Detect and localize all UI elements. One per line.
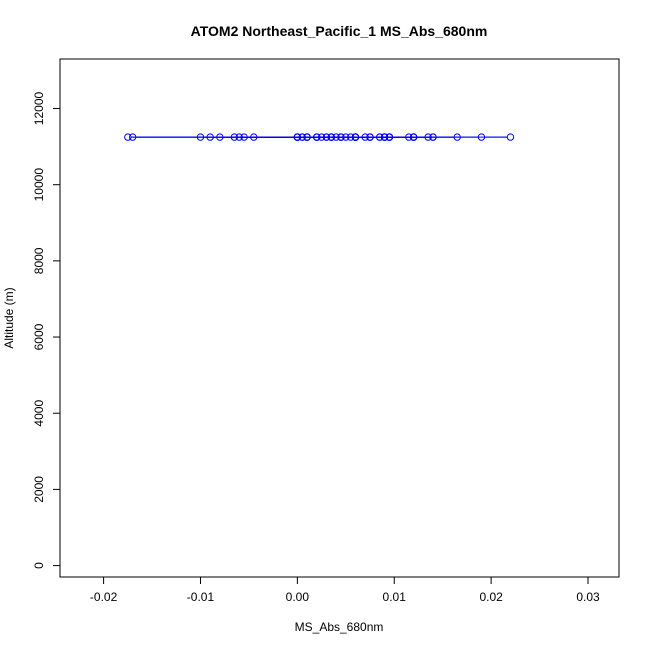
data-point	[424, 133, 432, 141]
y-tick-label: 6000	[32, 323, 46, 350]
data-point	[250, 133, 258, 141]
data-point	[385, 133, 394, 141]
data-point	[477, 133, 486, 141]
data-point	[124, 133, 132, 141]
data-point	[196, 133, 205, 141]
x-axis-label: MS_Abs_680nm	[295, 620, 384, 634]
chart-title: ATOM2 Northeast_Pacific_1 MS_Abs_680nm	[191, 23, 488, 39]
data-point	[317, 133, 326, 141]
y-tick-label: 0	[32, 562, 46, 569]
data-point	[313, 133, 321, 141]
data-point	[327, 133, 335, 141]
plot-frame	[59, 58, 620, 578]
y-tick-label: 2000	[32, 476, 46, 503]
data-point	[216, 133, 224, 141]
y-axis-label: Altitude (m)	[2, 287, 16, 348]
data-point	[230, 133, 239, 141]
data-point	[235, 133, 243, 141]
data-point	[206, 133, 214, 141]
data-point	[429, 133, 437, 141]
y-axis: 0 2000 4000 6000 8000 10000 12000	[32, 92, 60, 569]
x-tick-label: 0.02	[479, 590, 503, 604]
data-point	[506, 133, 515, 141]
y-tick-label: 4000	[32, 400, 46, 427]
series-points	[124, 133, 515, 141]
x-tick-label: 0.03	[576, 590, 600, 604]
data-point	[453, 133, 461, 141]
data-point	[366, 133, 374, 141]
y-tick-label: 12000	[32, 92, 46, 126]
x-tick-label: -0.02	[90, 590, 118, 604]
x-axis: -0.02 -0.01 0.00 0.01 0.02 0.03	[90, 577, 600, 604]
data-point	[361, 133, 369, 141]
data-point	[337, 133, 345, 141]
x-tick-label: 0.01	[383, 590, 407, 604]
data-point	[128, 133, 137, 141]
x-tick-label: -0.01	[187, 590, 215, 604]
data-point	[342, 133, 350, 141]
y-tick-label: 8000	[32, 247, 46, 274]
data-point	[351, 133, 360, 141]
data-point	[240, 133, 248, 141]
data-point	[293, 133, 302, 141]
data-point	[376, 133, 384, 141]
data-point	[332, 133, 340, 141]
data-point	[346, 133, 355, 141]
data-point	[303, 133, 311, 141]
data-point	[409, 133, 418, 141]
data-point	[322, 133, 331, 141]
x-tick-label: 0.00	[286, 590, 310, 604]
data-point	[405, 133, 413, 141]
data-point	[298, 133, 306, 141]
y-tick-label: 10000	[32, 168, 46, 202]
data-point	[380, 133, 389, 141]
